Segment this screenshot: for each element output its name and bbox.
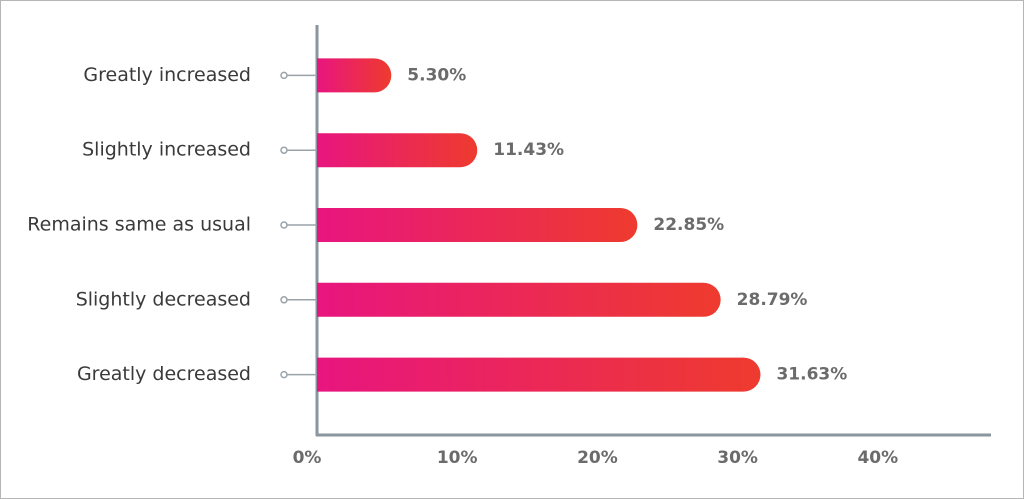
x-tick-label: 10%: [437, 448, 478, 468]
category-label: Slightly decreased: [76, 288, 251, 310]
category-label: Slightly increased: [82, 139, 251, 161]
bar: [317, 58, 392, 93]
category-label: Greatly increased: [83, 64, 251, 86]
connector-dot: [280, 296, 288, 304]
x-tick-label: 0%: [293, 448, 322, 468]
x-tick-label: 40%: [857, 448, 898, 468]
bar: [317, 282, 721, 317]
bar: [317, 208, 638, 242]
x-tick-label: 30%: [717, 448, 758, 468]
category-label: Remains same as usual: [27, 214, 251, 236]
value-label: 22.85%: [653, 215, 724, 235]
category-label: Greatly decreased: [77, 363, 251, 385]
connector-dot: [280, 221, 288, 229]
bar: [317, 133, 478, 168]
bar: [317, 357, 761, 392]
connector-dot: [280, 146, 288, 154]
value-label: 31.63%: [776, 365, 847, 385]
connector-dot: [280, 71, 288, 80]
x-tick-label: 20%: [577, 448, 618, 468]
connector-dot: [280, 370, 288, 379]
value-label: 28.79%: [737, 290, 808, 310]
value-label: 11.43%: [493, 140, 564, 160]
value-label: 5.30%: [407, 65, 466, 85]
